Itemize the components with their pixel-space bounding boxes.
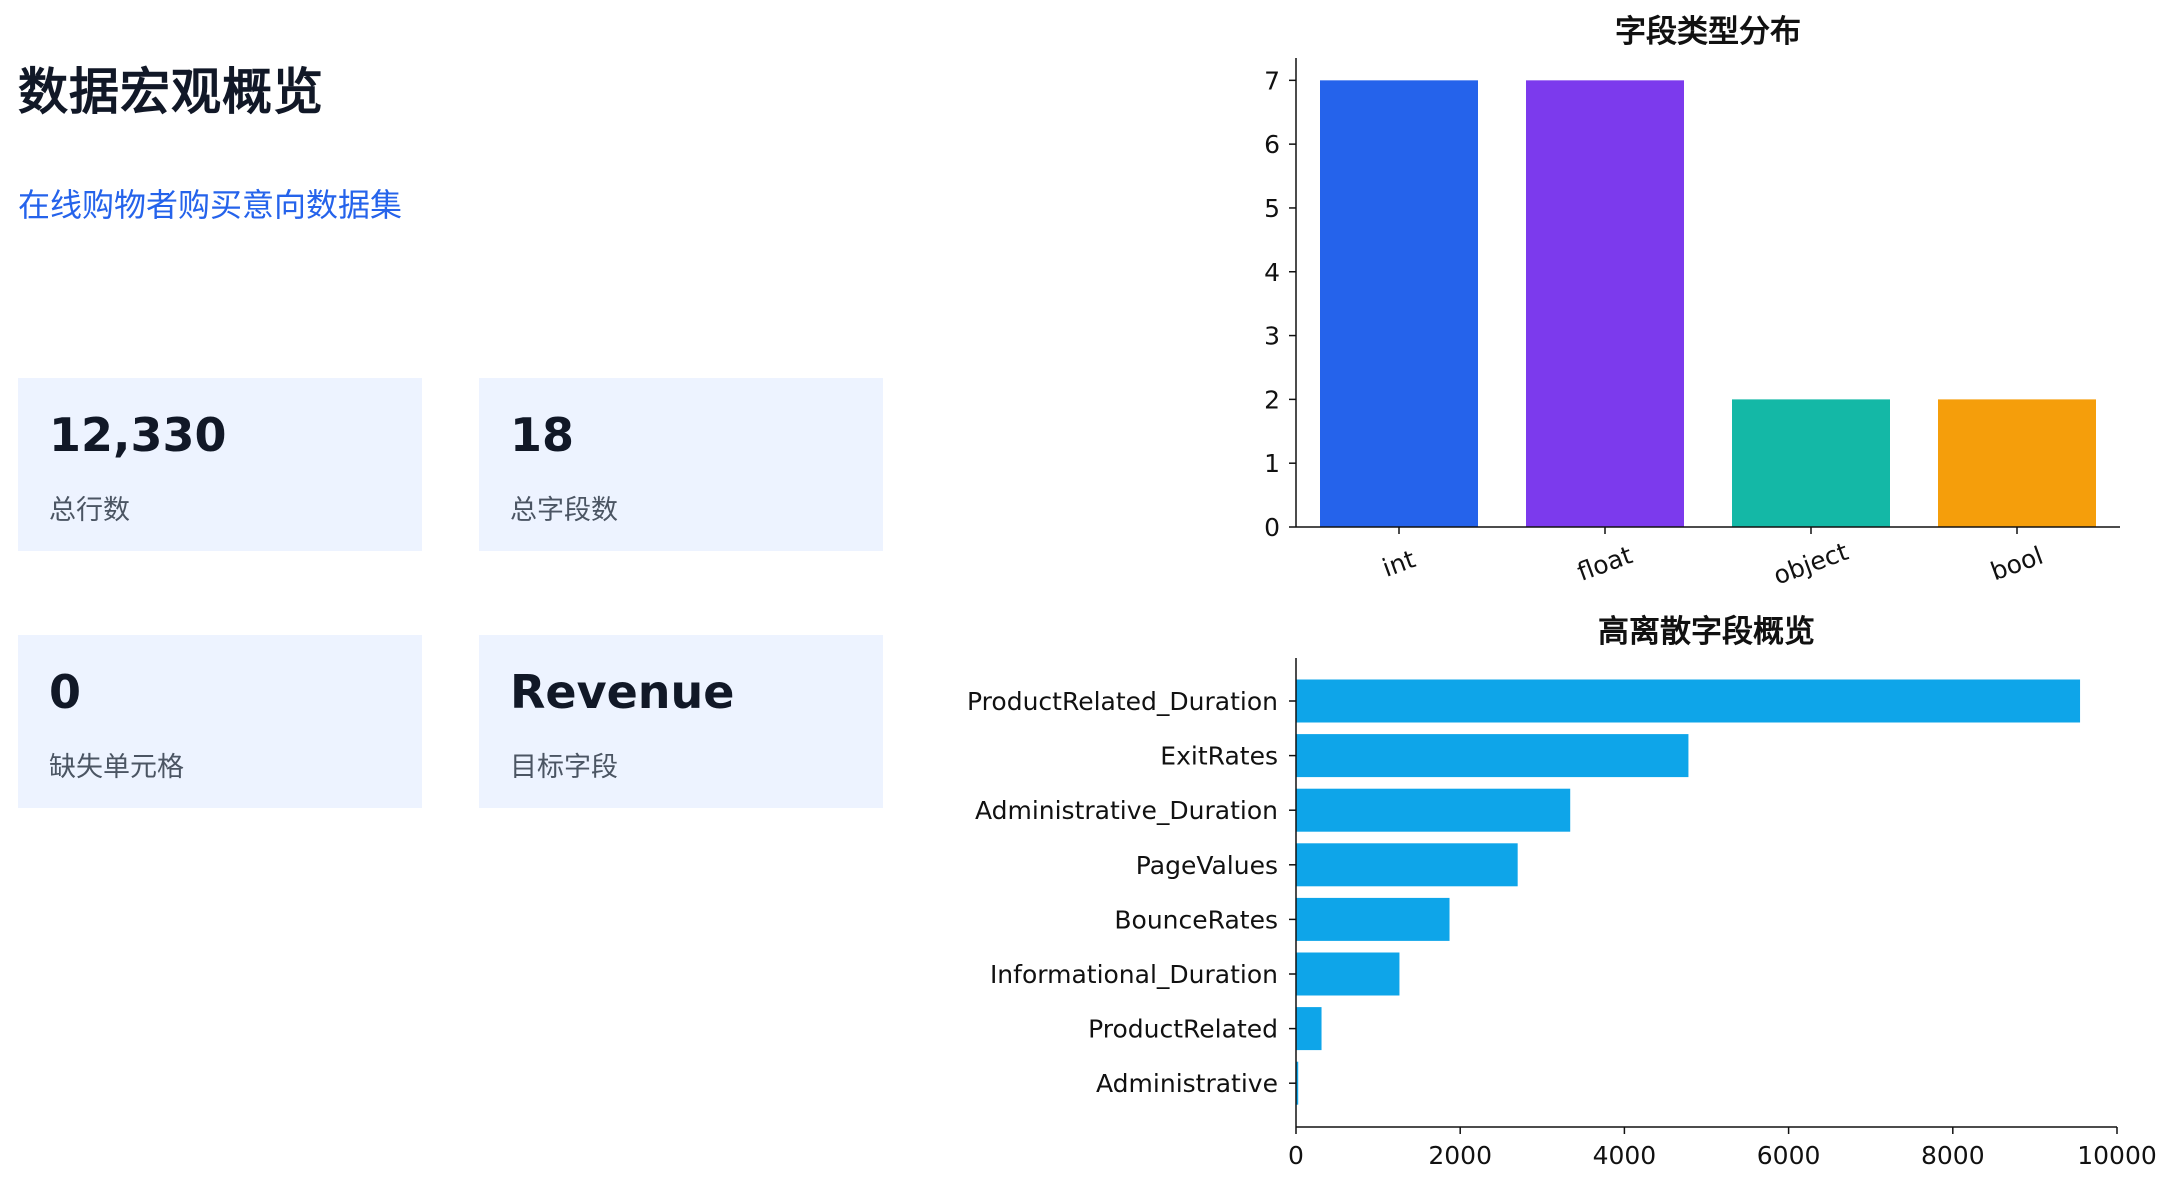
- x-tick-label: 2000: [1428, 1141, 1492, 1170]
- chart-title: 字段类型分布: [1615, 14, 1801, 50]
- bar-informational-duration: [1296, 952, 1400, 996]
- stat-card-rows: 12,330 总行数: [18, 378, 422, 551]
- x-tick-label: 8000: [1921, 1141, 1985, 1170]
- stat-card-value: 12,330: [49, 408, 227, 462]
- x-tick-label: float: [1573, 540, 1636, 587]
- y-tick-label: 2: [1264, 385, 1280, 414]
- y-tick-label: ExitRates: [1160, 742, 1278, 771]
- stat-card-value: 18: [510, 408, 575, 462]
- x-tick-label: 4000: [1593, 1141, 1657, 1170]
- y-tick-label: Administrative: [1096, 1069, 1278, 1098]
- y-tick-label: ProductRelated: [1088, 1015, 1278, 1044]
- x-tick-label: 0: [1288, 1141, 1304, 1170]
- chart-title: 高离散字段概览: [1598, 614, 1815, 650]
- dataset-subtitle: 在线购物者购买意向数据集: [18, 186, 403, 224]
- x-tick-label: bool: [1987, 541, 2047, 587]
- bar-administrative: [1296, 1061, 1299, 1105]
- y-tick-label: BounceRates: [1114, 905, 1278, 934]
- bar-productrelated-duration: [1296, 679, 2081, 723]
- y-tick-label: 0: [1264, 513, 1280, 542]
- y-tick-label: 4: [1264, 258, 1280, 287]
- y-tick-label: 5: [1264, 194, 1280, 223]
- y-tick-label: 3: [1264, 322, 1280, 351]
- bar-bouncerates: [1296, 897, 1450, 941]
- stat-card-label: 目标字段: [510, 752, 618, 783]
- x-tick-label: object: [1770, 537, 1852, 591]
- bar-bool: [1938, 399, 2096, 527]
- bar-pagevalues: [1296, 843, 1518, 887]
- stat-card-label: 总行数: [49, 495, 130, 526]
- y-tick-label: 1: [1264, 449, 1280, 478]
- x-tick-label: int: [1379, 544, 1420, 582]
- bar-productrelated: [1296, 1007, 1322, 1051]
- y-tick-label: 6: [1264, 130, 1280, 159]
- y-tick-label: 7: [1264, 66, 1280, 95]
- bar-administrative-duration: [1296, 788, 1571, 832]
- stat-card-target: Revenue 目标字段: [479, 635, 883, 808]
- stat-card-missing: 0 缺失单元格: [18, 635, 422, 808]
- bar-object: [1732, 399, 1890, 527]
- stat-card-fields: 18 总字段数: [479, 378, 883, 551]
- bar-int: [1320, 80, 1478, 527]
- x-tick-label: 10000: [2077, 1141, 2157, 1170]
- stat-card-value: Revenue: [510, 665, 735, 719]
- bar-exitrates: [1296, 734, 1689, 778]
- bar-float: [1526, 80, 1684, 527]
- y-tick-label: Informational_Duration: [990, 960, 1278, 989]
- y-tick-label: Administrative_Duration: [975, 796, 1278, 825]
- x-tick-label: 6000: [1757, 1141, 1821, 1170]
- stat-card-value: 0: [49, 665, 82, 719]
- page-title: 数据宏观概览: [18, 63, 324, 121]
- y-tick-label: PageValues: [1136, 851, 1278, 880]
- stat-card-label: 总字段数: [510, 495, 618, 526]
- y-tick-label: ProductRelated_Duration: [967, 687, 1278, 716]
- stat-card-label: 缺失单元格: [49, 752, 184, 783]
